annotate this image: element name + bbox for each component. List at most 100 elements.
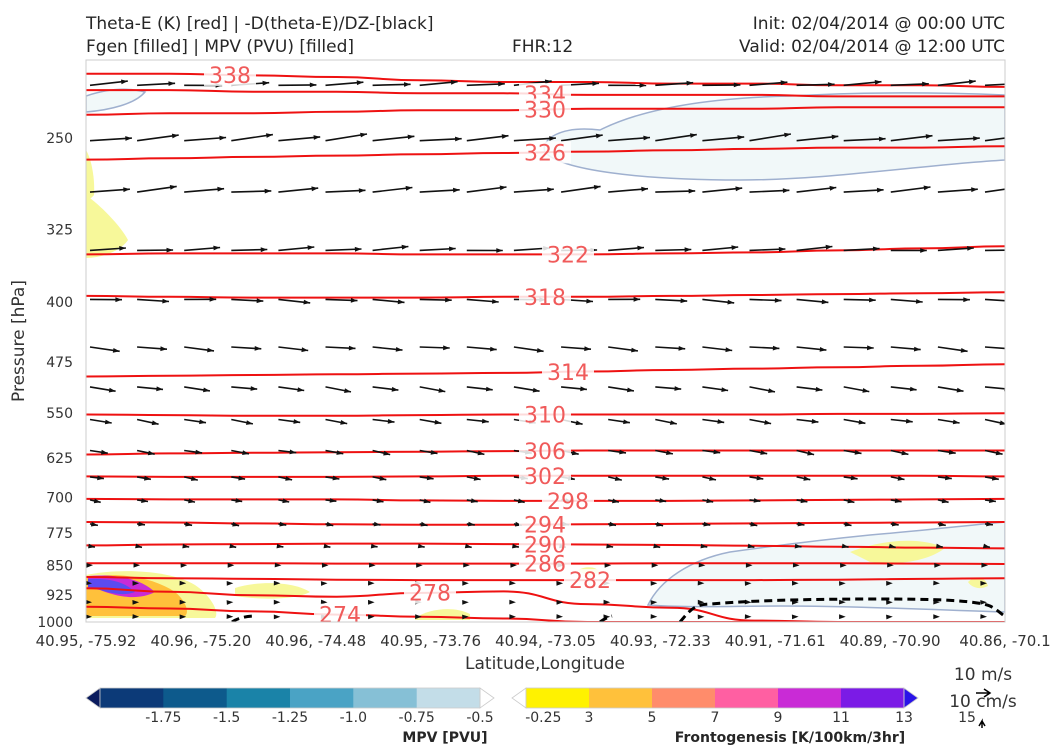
wind-vector-head — [980, 600, 987, 605]
wind-vector-head — [401, 244, 409, 250]
wind-vector-head — [485, 386, 493, 392]
wind-vector-head — [938, 521, 946, 527]
wind-vector — [184, 136, 227, 142]
wind-vector-head — [750, 521, 758, 527]
wind-vector-head — [650, 600, 658, 605]
wind-vector-head — [768, 388, 775, 393]
x-tick-label: 40.86, -70.1 — [959, 632, 1050, 650]
wind-vector-head — [703, 521, 711, 527]
wind-vector-head — [778, 246, 786, 252]
wind-vector — [136, 134, 179, 142]
wind-vector-head — [274, 562, 282, 568]
wind-vector-head — [782, 188, 790, 193]
x-tick-label: 40.89, -70.90 — [840, 632, 941, 650]
wind-vector-head — [886, 614, 893, 620]
dtheta-dz-dashed-contour-left — [231, 614, 257, 622]
wind-vector-head — [144, 475, 151, 481]
wind-vector-head — [282, 498, 290, 504]
wind-vector-head — [512, 543, 519, 549]
wind-vector-head — [509, 599, 516, 605]
wind-vector-head — [203, 387, 210, 393]
theta-e-label-bg — [519, 98, 571, 121]
theta-e-label-326: 326 — [524, 141, 566, 166]
wind-vector-head — [547, 187, 554, 193]
wind-vector-head — [467, 521, 475, 527]
wind-vector-head — [980, 580, 987, 586]
wind-vector-head — [821, 299, 829, 305]
wind-vector-head — [619, 449, 626, 455]
theta-e-label-302: 302 — [524, 465, 566, 490]
theta-e-label-306: 306 — [524, 440, 566, 465]
wind-vector-head — [792, 580, 799, 586]
wind-vector — [890, 186, 931, 193]
wind-vector-head — [112, 348, 120, 353]
wind-vector-head — [510, 563, 517, 568]
wind-vector-head — [797, 521, 805, 527]
init-time: Init: 02/04/2014 @ 00:00 UTC — [752, 14, 1005, 34]
y-tick-label-400: 400 — [46, 295, 73, 311]
theta-e-label-bg — [519, 141, 571, 164]
wind-vector-head — [226, 581, 234, 586]
wind-vector-head — [97, 475, 104, 481]
wind-vector-head — [329, 498, 337, 503]
wind-vector-head — [238, 475, 246, 481]
theta-e-label-bg — [519, 403, 571, 426]
y-tick-label-850: 850 — [46, 558, 73, 574]
wind-vector-head — [850, 475, 858, 481]
wind-vector-head — [803, 476, 811, 481]
wind-vector-head — [827, 82, 835, 87]
wind-vector-head — [336, 450, 344, 455]
wind-vector-head — [791, 614, 799, 620]
wind-vector-head — [744, 581, 752, 586]
colorbar-segment — [226, 688, 291, 708]
wind-vector-head — [995, 450, 1003, 456]
wind-vector-head — [967, 246, 974, 251]
wind-vector-head — [121, 79, 128, 85]
wind-vector-head — [981, 562, 988, 568]
wind-vector-head — [686, 80, 694, 86]
wind-vector-head — [532, 387, 540, 393]
wind-vector-head — [878, 136, 886, 142]
theta-e-label-286: 286 — [524, 553, 566, 578]
wind-vector-head — [260, 247, 268, 253]
wind-vector-head — [321, 562, 329, 568]
wind-vector — [513, 188, 554, 193]
wind-vector-head — [276, 543, 284, 549]
wind-vector-head — [373, 521, 381, 527]
colorbar-tick-label: -0.75 — [399, 710, 435, 726]
chart-title-line1: Theta-E (K) [red] | -D(theta-E)/DZ-[blac… — [86, 14, 434, 34]
wind-vector-head — [397, 299, 405, 305]
wind-vector-head — [492, 299, 499, 304]
wind-vector-head — [266, 133, 273, 138]
wind-vector-head — [132, 580, 140, 586]
wind-vector-head — [650, 614, 658, 619]
wind-vector-head — [662, 475, 670, 481]
wind-vector-head — [709, 476, 716, 481]
wind-vector-head — [653, 543, 661, 549]
wind-vector-head — [168, 81, 176, 86]
wind-vector — [843, 137, 886, 142]
colorbar-frame — [525, 687, 905, 709]
wind-vector-head — [132, 600, 140, 605]
y-tick-label-325: 325 — [46, 223, 73, 239]
wind-vector-head — [477, 450, 485, 456]
wind-vector-head — [285, 476, 293, 481]
wind-vector-head — [841, 543, 849, 549]
wind-vector — [513, 137, 556, 142]
wind-vector-head — [633, 296, 641, 302]
wind-vector-head — [219, 135, 227, 141]
mpv-colorbar: -1.75 -1.5 -1.25 -1.0 -0.75 -0.5 -0.25 — [85, 687, 561, 726]
wind-vector-head — [156, 386, 163, 392]
wind-vector-head — [706, 498, 714, 504]
wind-vector-head — [651, 562, 659, 568]
wind-vector-head — [745, 562, 753, 568]
wind-vector-head — [688, 188, 696, 194]
wind-vector — [89, 188, 130, 193]
wind-vector-head — [232, 521, 240, 527]
wind-vector-head — [303, 299, 311, 305]
wind-vector — [749, 133, 792, 142]
wind-vector — [325, 189, 366, 193]
wind-vector-head — [376, 498, 384, 504]
colorbar-segment — [841, 688, 905, 708]
wind-vector-head — [166, 247, 174, 253]
